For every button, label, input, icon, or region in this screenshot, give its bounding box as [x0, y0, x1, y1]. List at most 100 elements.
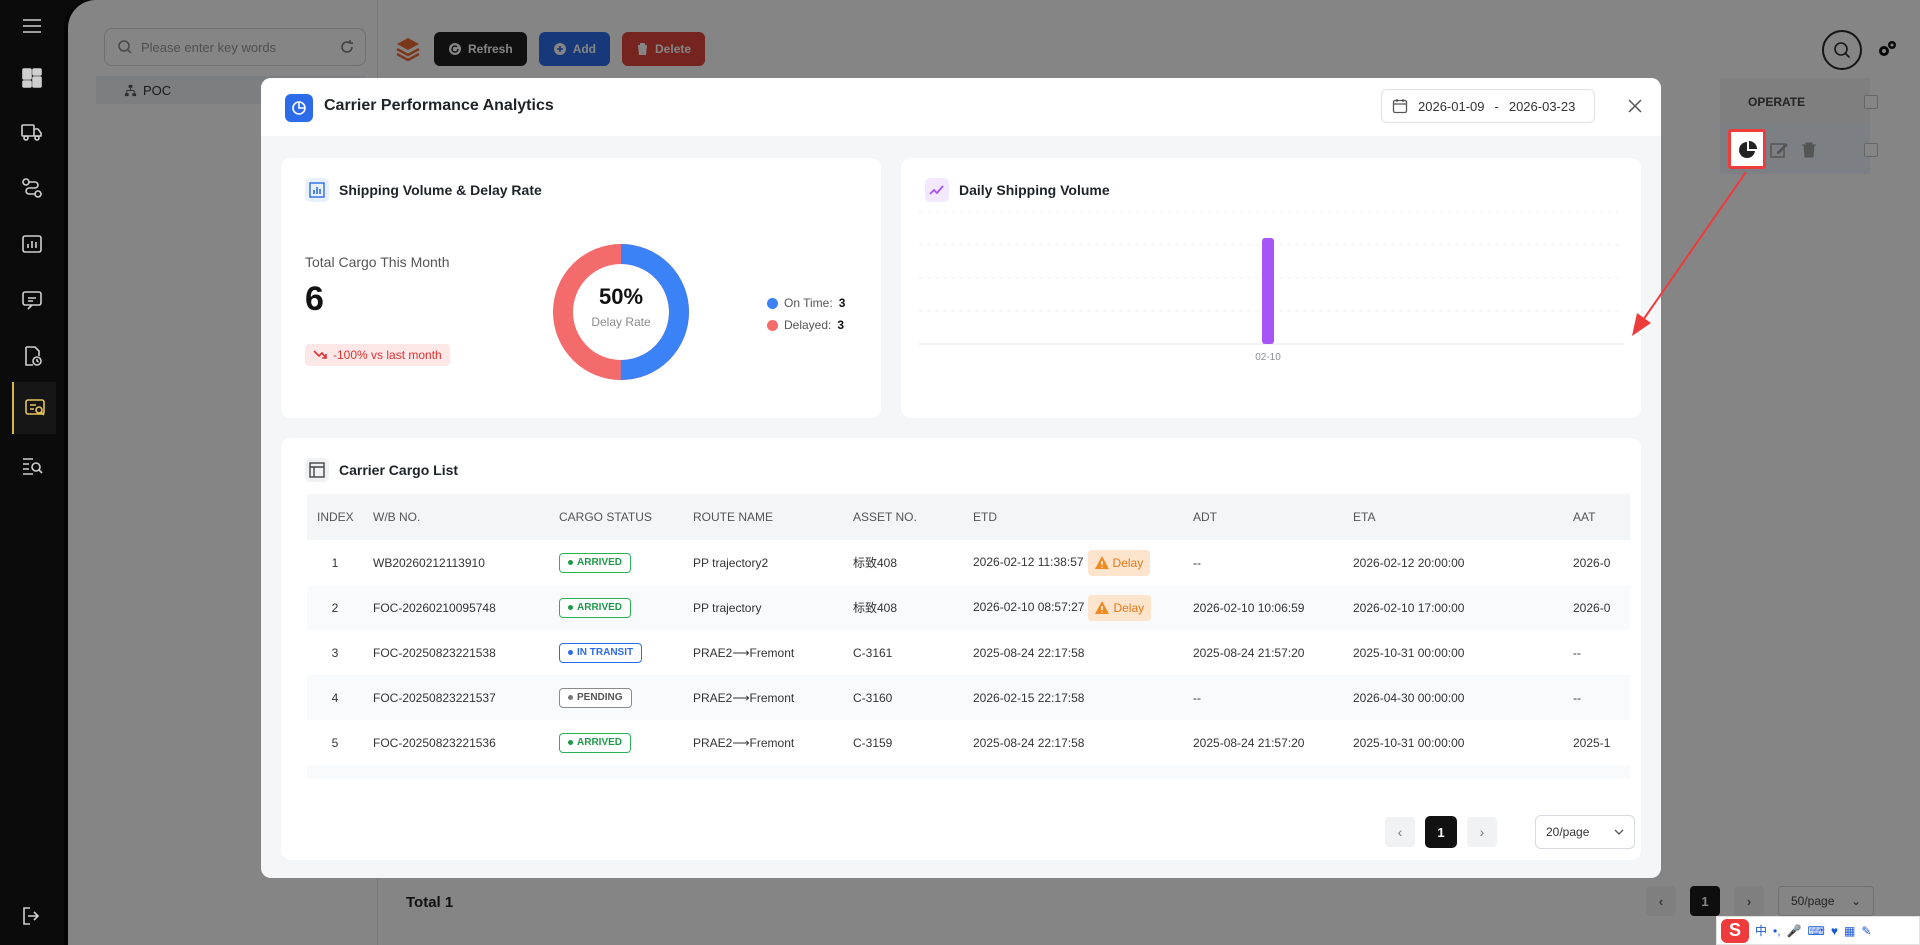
carrier-analytics-icon[interactable] — [12, 382, 56, 434]
hamburger-menu-icon[interactable] — [16, 10, 48, 42]
cell-asset-no: C-3161 — [853, 645, 893, 660]
close-modal-button[interactable] — [1623, 94, 1647, 118]
col-index[interactable]: INDEX — [307, 494, 363, 540]
cell-aat: -- — [1573, 645, 1581, 660]
analytics-action-highlight[interactable] — [1728, 129, 1766, 169]
cell-eta: 2026-02-10 17:00:00 — [1343, 585, 1563, 630]
search-icon — [1834, 42, 1851, 59]
table-row-partial[interactable] — [307, 765, 1630, 779]
cell-aat: 2026-0 — [1563, 585, 1630, 630]
cell-eta: 2025-10-31 00:00:00 — [1353, 735, 1465, 750]
dashboard-icon[interactable] — [16, 62, 48, 94]
settings-gears-icon[interactable] — [1876, 39, 1898, 61]
status-badge: ARRIVED — [559, 597, 632, 618]
page-number-button[interactable]: 1 — [1690, 886, 1720, 916]
cargo-page-size-value: 20/page — [1546, 825, 1590, 839]
delete-button[interactable]: Delete — [622, 32, 706, 66]
bar-report-icon[interactable] — [16, 228, 48, 260]
col-cargo-status[interactable]: CARGO STATUS — [549, 494, 683, 540]
document-clock-icon[interactable] — [16, 340, 48, 372]
delete-row-icon[interactable] — [1799, 140, 1819, 160]
delay-label: Delay — [1112, 555, 1144, 570]
table-row[interactable]: 3 FOC-20250823221538 IN TRANSIT PRAE2⟶Fremo… — [307, 630, 1630, 675]
keyboard-icon[interactable]: ⌨ — [1807, 923, 1825, 938]
next-page-button[interactable]: › — [1734, 886, 1764, 916]
cell-etd: 2025-08-24 22:17:58 — [963, 630, 1183, 675]
trash-icon — [637, 43, 649, 55]
prev-page-button[interactable]: ‹ — [1646, 886, 1676, 916]
cargo-page-size-select[interactable]: 20/page — [1535, 815, 1635, 849]
col-eta[interactable]: ETA — [1343, 494, 1563, 540]
skin-icon[interactable]: ♥ — [1830, 923, 1838, 938]
status-badge: PENDING — [559, 687, 632, 708]
add-button[interactable]: Add — [538, 32, 611, 66]
cell-asset-no: C-3160 — [843, 675, 963, 720]
cell-eta: 2025-10-31 00:00:00 — [1353, 645, 1465, 660]
cell-asset-no: 标致408 — [853, 556, 898, 570]
refresh-button[interactable]: Refresh — [434, 32, 527, 66]
ime-logo[interactable]: S — [1721, 918, 1749, 943]
date-range-picker[interactable]: 2026-01-09 - 2026-03-23 — [1381, 89, 1595, 123]
status-text: IN TRANSIT — [577, 647, 634, 658]
microphone-icon[interactable]: 🎤 — [1786, 923, 1802, 938]
logout-icon[interactable] — [16, 900, 48, 932]
trend-down-icon — [313, 350, 327, 359]
cargo-next-page-button[interactable]: › — [1467, 817, 1497, 847]
page-size-select[interactable]: 50/page ⌄ — [1778, 886, 1874, 916]
calendar-icon — [1392, 99, 1408, 114]
col-wb-no[interactable]: W/B NO. — [363, 494, 549, 540]
col-etd[interactable]: ETD — [963, 494, 1183, 540]
cell-route-name: PP trajectory2 — [693, 555, 769, 570]
table-row[interactable]: 1 WB20260212113910 ARRIVED PP trajectory2 标致… — [307, 540, 1630, 585]
status-text: ARRIVED — [577, 557, 623, 568]
date-separator: - — [1494, 98, 1499, 114]
legend-delayed-label: Delayed: — [784, 318, 832, 332]
delay-rate-donut — [553, 244, 689, 380]
cell-cargo-status: ARRIVED — [549, 720, 683, 765]
status-dot — [568, 605, 573, 610]
col-asset-no[interactable]: ASSET NO. — [843, 494, 963, 540]
cargo-list-title: Carrier Cargo List — [339, 462, 459, 478]
main-sidebar — [0, 0, 64, 945]
cargo-page-number[interactable]: 1 — [1425, 816, 1457, 848]
kpi-label: Total Cargo This Month — [305, 254, 450, 270]
cargo-prev-page-button[interactable]: ‹ — [1385, 817, 1415, 847]
refresh-icon[interactable] — [339, 39, 355, 55]
cell-etd: 2026-02-12 11:38:57 Delay — [963, 540, 1183, 585]
edit-icon[interactable] — [1769, 140, 1789, 160]
ime-mode[interactable]: 中 — [1755, 924, 1768, 938]
col-aat[interactable]: AAT — [1563, 494, 1630, 540]
message-board-icon[interactable] — [16, 284, 48, 316]
cell-wb-no: FOC-20250823221538 — [373, 645, 496, 660]
row-checkbox[interactable] — [1864, 143, 1878, 157]
cell-eta: 2026-04-30 00:00:00 — [1343, 675, 1563, 720]
status-dot — [568, 560, 573, 565]
tree-node-label: POC — [143, 82, 172, 98]
table-row[interactable]: 2 FOC-20260210095748 ARRIVED PP trajectory 标… — [307, 585, 1630, 630]
select-all-checkbox[interactable] — [1864, 95, 1878, 109]
global-search-button[interactable] — [1822, 30, 1862, 70]
route-icon[interactable] — [16, 172, 48, 204]
chart-bar-02-10[interactable] — [1262, 238, 1274, 344]
daily-volume-card: Daily Shipping Volume 02-10 — [901, 158, 1641, 418]
toolbar: Refresh Add Delete — [394, 32, 706, 66]
col-route-name[interactable]: ROUTE NAME — [683, 494, 843, 540]
total-count: Total 1 — [406, 894, 454, 911]
etd-value: 2025-08-24 22:17:58 — [973, 645, 1085, 660]
cargo-table-scroll[interactable]: INDEX W/B NO. CARGO STATUS ROUTE NAME AS… — [307, 494, 1630, 779]
col-adt[interactable]: ADT — [1183, 494, 1343, 540]
keyword-search-input[interactable]: Please enter key words — [104, 28, 366, 66]
search-list-icon[interactable] — [16, 450, 48, 482]
cargo-list-card: Carrier Cargo List INDEX W/B NO. CARGO S… — [281, 438, 1641, 860]
cell-wb-no: FOC-20250823221537 — [363, 675, 549, 720]
table-row[interactable]: 4 FOC-20250823221537 PENDING PRAE2⟶Fremont C… — [307, 675, 1630, 720]
delay-tag: Delay — [1087, 549, 1151, 576]
tools-icon[interactable]: ✎ — [1861, 923, 1872, 938]
table-row[interactable]: 5 FOC-20250823221536 ARRIVED PRAE2⟶Fremont C… — [307, 720, 1630, 765]
truck-icon[interactable] — [16, 116, 48, 148]
modal-title: Carrier Performance Analytics — [324, 97, 554, 114]
status-dot — [568, 650, 573, 655]
ime-punct-icon[interactable]: •, — [1773, 923, 1781, 938]
partial-row-cell — [307, 765, 1630, 779]
apps-grid-icon[interactable]: ▦ — [1843, 923, 1856, 938]
